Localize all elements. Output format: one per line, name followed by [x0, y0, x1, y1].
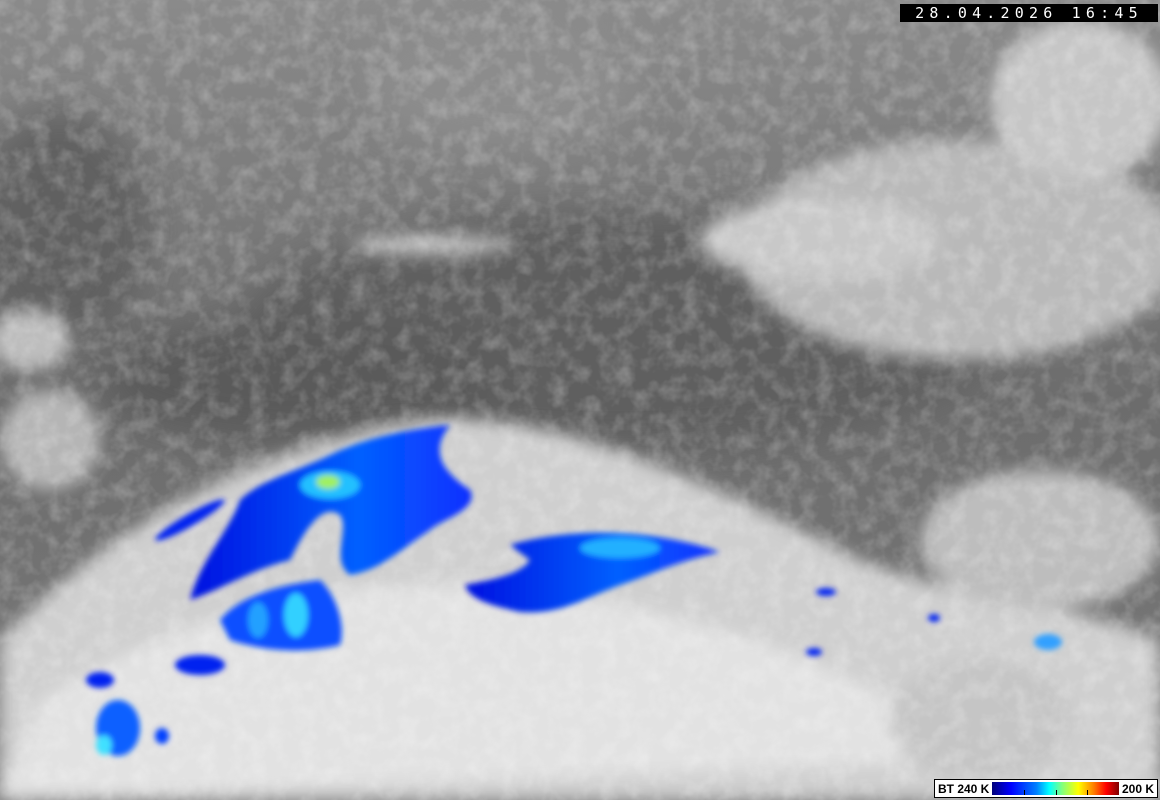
legend-color-bar [992, 782, 1119, 795]
legend-tick [1087, 790, 1089, 795]
legend-max-label: 200 K [1121, 781, 1154, 796]
legend-tick [1024, 790, 1025, 795]
timestamp-label: 28.04.2026 16:45 [900, 4, 1158, 22]
legend-min-label: BT 240 K [938, 781, 990, 796]
legend-tick [1055, 790, 1057, 795]
cold-cloud-tops [86, 425, 1062, 756]
color-scale-legend: BT 240 K 200 K [934, 779, 1158, 798]
